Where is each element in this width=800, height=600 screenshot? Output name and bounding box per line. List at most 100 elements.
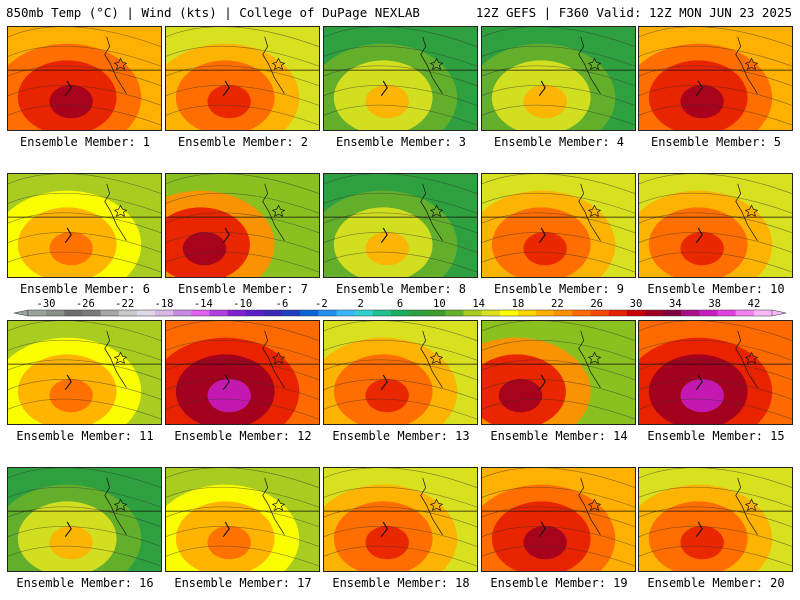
- ensemble-map-panel: [481, 173, 636, 278]
- colorbar-tick-label: -14: [194, 299, 213, 310]
- ensemble-member-label: Ensemble Member: 17: [174, 576, 312, 590]
- colorbar-tick-label: 18: [512, 299, 525, 310]
- ensemble-member-label: Ensemble Member: 19: [490, 576, 628, 590]
- colorbar-tick-label: 14: [472, 299, 485, 310]
- colorbar-swatch: [136, 310, 156, 316]
- colorbar-swatch: [572, 310, 591, 316]
- temperature-map: [166, 174, 319, 277]
- colorbar-swatch: [100, 310, 120, 316]
- ensemble-member-label: Ensemble Member: 18: [332, 576, 470, 590]
- temperature-colorbar: -30 -26 -22 -18 -14 -10 -6 -2 2 6 10 14 18 22 26 30 34 38…: [10, 299, 790, 321]
- ensemble-map-panel: [7, 320, 162, 425]
- colorbar-swatch: [499, 310, 519, 316]
- temperature-map: [482, 174, 635, 277]
- colorbar-swatch: [644, 310, 664, 316]
- ensemble-member-label: Ensemble Member: 11: [16, 429, 154, 443]
- model-run-info: 12Z GEFS | F360 Valid: 12Z MON JUN 23 20…: [475, 5, 792, 20]
- temperature-map: [324, 27, 477, 130]
- ensemble-map-panel: [638, 173, 793, 278]
- temperature-map: [8, 27, 161, 130]
- temperature-map: [482, 27, 635, 130]
- colorbar-swatch: [372, 310, 392, 316]
- colorbar-swatch: [282, 310, 301, 316]
- ensemble-member-label: Ensemble Member: 4: [493, 135, 625, 149]
- ensemble-map-panel: [165, 173, 320, 278]
- colorbar-swatch: [173, 310, 192, 316]
- colorbar-swatch: [28, 310, 47, 316]
- colorbar-swatch: [336, 310, 356, 316]
- colorbar-swatch: [209, 310, 229, 316]
- colorbar-swatch: [118, 310, 138, 316]
- colorbar-swatch: [681, 310, 700, 316]
- colorbar-tick-label: 30: [630, 299, 643, 310]
- colorbar-tick-label: 10: [433, 299, 446, 310]
- temperature-map: [166, 468, 319, 571]
- colorbar-svg: -30 -26 -22 -18 -14 -10 -6 -2 2 6 10 14 18 22 26 30 34 38…: [13, 299, 787, 317]
- ensemble-map-panel: [165, 320, 320, 425]
- colorbar-swatch: [753, 310, 773, 316]
- ensemble-map-panel: [481, 26, 636, 131]
- ensemble-map-panel: [638, 320, 793, 425]
- colorbar-swatch: [390, 310, 410, 316]
- colorbar-swatch: [191, 310, 210, 316]
- ensemble-member-label: Ensemble Member: 10: [647, 282, 785, 296]
- temperature-map: [324, 321, 477, 424]
- colorbar-swatch: [354, 310, 374, 316]
- ensemble-member-label: Ensemble Member: 14: [490, 429, 628, 443]
- ensemble-member-label: Ensemble Member: 1: [19, 135, 151, 149]
- ensemble-map-panel: [323, 26, 478, 131]
- temperature-map: [166, 321, 319, 424]
- ensemble-member-label: Ensemble Member: 6: [19, 282, 151, 296]
- colorbar-swatch: [263, 310, 283, 316]
- ensemble-map-panel: [323, 320, 478, 425]
- ensemble-member-label: Ensemble Member: 13: [332, 429, 470, 443]
- temperature-map: [8, 321, 161, 424]
- ensemble-member-label: Ensemble Member: 15: [647, 429, 785, 443]
- ensemble-member-label: Ensemble Member: 5: [650, 135, 782, 149]
- colorbar-swatch: [155, 310, 174, 316]
- colorbar-tick-label: -18: [155, 299, 174, 310]
- colorbar-swatch: [227, 310, 247, 316]
- colorbar-swatch: [318, 310, 337, 316]
- ensemble-map-panel: [481, 320, 636, 425]
- colorbar-swatch: [608, 310, 628, 316]
- colorbar-swatch: [735, 310, 755, 316]
- temperature-map: [639, 321, 792, 424]
- ensemble-member-label: Ensemble Member: 2: [177, 135, 309, 149]
- ensemble-map-panel: [7, 26, 162, 131]
- colorbar-swatch: [536, 310, 555, 316]
- temperature-map: [166, 27, 319, 130]
- colorbar-tick-label: -26: [76, 299, 95, 310]
- ensemble-member-label: Ensemble Member: 12: [174, 429, 312, 443]
- colorbar-swatch: [245, 310, 265, 316]
- temperature-map: [482, 321, 635, 424]
- colorbar-swatch: [300, 310, 319, 316]
- colorbar-swatch: [554, 310, 573, 316]
- temperature-map: [482, 468, 635, 571]
- temperature-map: [639, 174, 792, 277]
- ensemble-map-panel: [165, 467, 320, 572]
- colorbar-tick-label: -22: [115, 299, 134, 310]
- colorbar-tick-label: -6: [276, 299, 289, 310]
- temperature-map: [8, 468, 161, 571]
- colorbar-swatch: [626, 310, 646, 316]
- colorbar-swatch: [663, 310, 682, 316]
- colorbar-swatch: [64, 310, 83, 316]
- colorbar-swatch: [590, 310, 610, 316]
- colorbar-swatch: [717, 310, 737, 316]
- colorbar-tick-label: 38: [708, 299, 721, 310]
- colorbar-tick-label: 2: [358, 299, 364, 310]
- ensemble-map-panel: [638, 467, 793, 572]
- ensemble-map-panel: [7, 173, 162, 278]
- ensemble-member-label: Ensemble Member: 3: [335, 135, 467, 149]
- ensemble-map-panel: [323, 173, 478, 278]
- temperature-map: [324, 468, 477, 571]
- colorbar-swatch: [409, 310, 428, 316]
- ensemble-member-label: Ensemble Member: 20: [647, 576, 785, 590]
- colorbar-swatch: [82, 310, 101, 316]
- colorbar-swatch: [445, 310, 464, 316]
- colorbar-swatch: [517, 310, 537, 316]
- chart-title: 850mb Temp (°C) | Wind (kts) | College o…: [6, 5, 420, 20]
- colorbar-tick-label: -10: [233, 299, 252, 310]
- colorbar-tick-label: 22: [551, 299, 564, 310]
